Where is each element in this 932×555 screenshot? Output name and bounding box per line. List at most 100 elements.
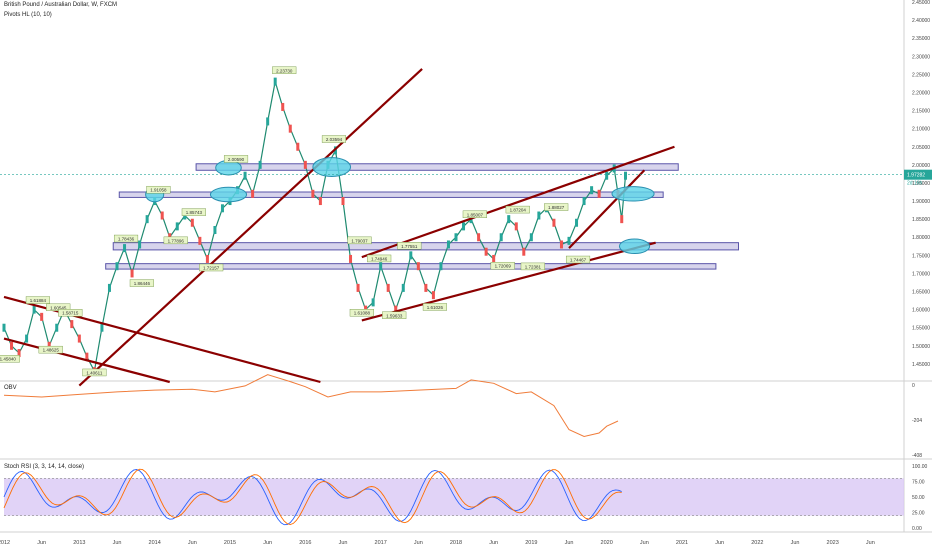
countdown-label: 2d 16h xyxy=(907,181,923,187)
price-tick-label: 2.20000 xyxy=(912,90,930,96)
pivot-label-box xyxy=(462,210,487,219)
rsi-tick-label: 25.00 xyxy=(912,511,925,517)
pivot-label: 1.91058 xyxy=(146,185,171,194)
pivot-label: 1.79037 xyxy=(347,236,372,245)
price-candle xyxy=(2,323,6,332)
price-candle xyxy=(394,305,398,314)
pivot-label-text: 1.77551 xyxy=(401,244,418,249)
price-tick-label: 2.40000 xyxy=(912,18,930,24)
time-axis-label: 2014 xyxy=(149,540,161,546)
pivot-label: 2.03594 xyxy=(321,135,347,143)
price-candle xyxy=(311,189,315,198)
price-tick-label: 1.60000 xyxy=(912,308,930,314)
price-candle xyxy=(213,226,217,234)
price-candle xyxy=(220,204,224,213)
price-candle xyxy=(47,341,51,350)
pivot-label-box xyxy=(181,208,206,216)
price-candle xyxy=(575,218,579,227)
pivot-label: 2.00590 xyxy=(223,155,249,163)
current-price-badge xyxy=(904,169,932,180)
pivot-label-box xyxy=(321,135,347,143)
time-axis-label: Jun xyxy=(263,540,272,546)
pivot-label: 1.72157 xyxy=(199,263,224,272)
rsi-tick-label: 50.00 xyxy=(912,495,925,501)
price-candle xyxy=(138,240,142,249)
price-tick-label: 1.65000 xyxy=(912,290,930,296)
price-candle xyxy=(107,283,111,292)
time-axis-label: 2016 xyxy=(299,540,311,546)
pivot-label-box xyxy=(199,263,224,272)
pivot-label-box xyxy=(397,242,422,250)
time-axis-label: Jun xyxy=(414,540,423,546)
time-axis-label: Jun xyxy=(715,540,724,546)
time-axis-label: 2020 xyxy=(601,540,613,546)
pivot-label: 1.74467 xyxy=(565,255,591,264)
price-candle xyxy=(431,291,435,300)
highlight-ellipse xyxy=(209,186,248,203)
pivot-label-text: 1.77896 xyxy=(168,238,185,243)
price-candle xyxy=(160,211,164,220)
pivot-label-box xyxy=(46,303,71,312)
pivot-label-text: 1.45840 xyxy=(0,357,16,362)
price-candle xyxy=(145,215,149,224)
pivot-label: 1.85007 xyxy=(462,210,487,219)
price-tick-label: 1.55000 xyxy=(912,326,930,332)
pivot-label-text: 2.23730 xyxy=(276,68,293,73)
pivot-label: 1.40611 xyxy=(82,368,107,377)
pivot-label-box xyxy=(382,311,407,319)
pivot-label: 1.60545 xyxy=(46,303,71,312)
pivot-label-box xyxy=(113,234,139,243)
time-axis-label: 2015 xyxy=(224,540,236,546)
pivot-label: 1.74946 xyxy=(367,254,392,263)
pivot-label-box xyxy=(223,155,249,163)
price-candle xyxy=(416,262,420,271)
price-candle xyxy=(356,283,360,292)
price-candle xyxy=(386,283,390,292)
price-tick-label: 2.00000 xyxy=(912,163,930,169)
obv-label: OBV xyxy=(4,385,17,391)
pivot-label-box xyxy=(129,279,154,287)
price-candle xyxy=(349,254,353,263)
support-resistance-zone xyxy=(118,191,664,198)
rsi-tick-label: 100.00 xyxy=(912,464,928,470)
price-candle xyxy=(190,218,194,227)
price-candle xyxy=(303,160,307,169)
price-candle xyxy=(175,222,179,231)
obv-line xyxy=(3,374,619,438)
pivot-label: 1.78436 xyxy=(113,234,139,243)
pivot-label-box xyxy=(349,309,374,317)
pivot-label-text: 2.03594 xyxy=(326,137,343,142)
pivot-label-box xyxy=(544,203,569,211)
highlight-ellipse xyxy=(312,157,352,177)
obv-tick-label: -204 xyxy=(912,418,922,424)
price-candle xyxy=(477,233,481,242)
price-candle xyxy=(258,160,262,169)
price-candle xyxy=(446,240,450,249)
trend-line xyxy=(361,145,675,259)
price-candle xyxy=(514,222,518,231)
price-candle xyxy=(77,334,81,343)
time-axis-label: 2023 xyxy=(827,540,839,546)
pivot-label-box xyxy=(25,296,50,304)
price-tick-label: 1.90000 xyxy=(912,199,930,205)
price-candle xyxy=(401,283,405,292)
pivot-label-text: 2.00590 xyxy=(228,157,245,162)
time-axis-label: 2021 xyxy=(676,540,688,546)
stoch-rsi-band xyxy=(4,478,904,516)
stoch-rsi-d-line xyxy=(3,468,622,525)
price-tick-label: 2.25000 xyxy=(912,72,930,78)
price-candle xyxy=(582,197,586,206)
indicator-label: Pivots HL (10, 10) xyxy=(4,12,52,18)
pivot-label-box xyxy=(565,255,591,264)
price-tick-label: 2.15000 xyxy=(912,109,930,115)
pivot-label-text: 1.72381 xyxy=(525,264,542,269)
price-candle xyxy=(281,102,285,111)
price-candle xyxy=(10,341,14,350)
time-axis-label: 2012 xyxy=(0,540,10,546)
price-candle xyxy=(115,262,119,271)
price-candle xyxy=(251,189,255,198)
price-candle xyxy=(341,197,345,206)
pivot-label-text: 1.78436 xyxy=(118,237,135,242)
price-candle xyxy=(266,117,270,126)
